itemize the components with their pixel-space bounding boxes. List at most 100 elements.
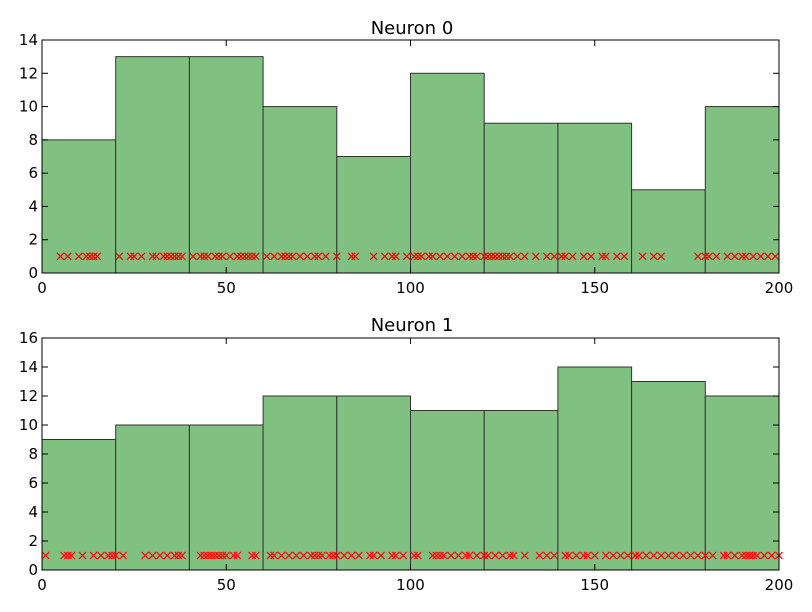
spike-marker <box>104 551 113 560</box>
neuron-0-histogram: Neuron 0 0 50 100 150 200 0 2 4 6 8 10 12 14 <box>19 18 793 297</box>
spike-marker <box>649 252 658 261</box>
spike-marker <box>749 551 758 560</box>
spike-marker <box>436 252 444 261</box>
histogram-bar <box>188 56 264 274</box>
spike-marker <box>148 252 157 261</box>
spike-marker <box>465 551 474 560</box>
spike-marker <box>284 252 293 261</box>
histogram-bar <box>631 381 706 571</box>
spike-marker <box>730 551 739 560</box>
spike-markers <box>56 252 780 261</box>
y-tick-label: 16 <box>19 329 38 347</box>
spike-marker <box>119 551 127 560</box>
spike-marker <box>649 551 658 560</box>
spike-marker <box>391 252 400 261</box>
spike-marker <box>413 252 422 261</box>
spike-marker <box>760 551 769 560</box>
spike-marker <box>218 252 227 261</box>
spike-marker <box>281 252 290 261</box>
spike-marker <box>402 252 411 261</box>
spike-marker <box>270 252 279 261</box>
spike-marker <box>465 252 474 261</box>
histogram-bar <box>262 395 338 571</box>
spike-marker <box>347 551 356 560</box>
spike-marker <box>41 551 50 560</box>
spike-marker <box>262 252 271 261</box>
spike-marker <box>531 252 540 261</box>
spike-marker <box>767 551 776 560</box>
spike-marker <box>214 551 223 560</box>
spike-marker <box>292 551 301 560</box>
spike-marker <box>78 551 87 560</box>
spike-marker <box>240 252 249 261</box>
spike-marker <box>557 252 566 261</box>
spike-marker <box>443 252 452 261</box>
x-tick-label: 100 <box>396 576 425 594</box>
spike-marker <box>483 551 492 560</box>
histogram-bar <box>557 366 633 571</box>
y-tick-label: 4 <box>28 503 38 521</box>
y-tick-label: 2 <box>28 532 38 550</box>
spike-marker <box>741 252 750 261</box>
y-tick-label: 14 <box>19 31 38 49</box>
spike-marker <box>701 252 710 261</box>
spike-marker <box>126 252 135 261</box>
spike-marker <box>705 252 713 261</box>
spike-marker <box>609 551 618 560</box>
spike-marker <box>487 252 496 261</box>
spike-marker <box>340 551 349 560</box>
spike-marker <box>244 252 253 261</box>
spike-marker <box>472 252 481 261</box>
spike-marker <box>108 551 116 560</box>
spike-marker <box>723 252 732 261</box>
spike-marker <box>520 551 529 560</box>
spike-marker <box>764 252 772 261</box>
y-tick-label: 0 <box>28 561 38 579</box>
histogram-bar <box>410 410 485 571</box>
spike-marker <box>612 252 621 261</box>
spike-marker <box>229 551 238 560</box>
spike-marker <box>167 252 175 261</box>
spike-marker <box>200 551 209 560</box>
spike-marker <box>712 252 721 261</box>
spike-marker <box>701 551 710 560</box>
spike-marker <box>623 551 632 560</box>
spike-marker <box>752 551 761 560</box>
spike-marker <box>89 551 98 560</box>
spike-marker <box>159 252 168 261</box>
spike-marker <box>498 252 507 261</box>
spike-marker <box>163 551 172 560</box>
spike-marker <box>369 252 378 261</box>
spike-marker <box>671 551 680 560</box>
spike-marker <box>542 252 551 261</box>
spike-marker <box>218 551 227 560</box>
spike-marker <box>203 551 212 560</box>
spike-marker <box>572 551 581 560</box>
spike-marker <box>196 551 205 560</box>
spike-marker <box>284 551 293 560</box>
spike-marker <box>399 551 408 560</box>
spike-marker <box>233 252 242 261</box>
y-tick-label: 6 <box>28 474 38 492</box>
spike-marker <box>664 551 673 560</box>
spike-marker <box>686 551 695 560</box>
spike-marker <box>74 252 83 261</box>
spike-marker <box>771 252 780 261</box>
spike-marker <box>579 551 588 560</box>
y-tick-label: 10 <box>19 98 38 116</box>
spike-marker <box>642 551 651 560</box>
spike-marker <box>310 551 319 560</box>
spike-marker <box>152 252 161 261</box>
spike-marker <box>447 551 455 560</box>
y-tick-label: 12 <box>19 387 38 405</box>
spike-marker <box>469 252 478 261</box>
x-tick-label: 150 <box>580 279 609 297</box>
x-axis: 0 50 100 150 200 <box>37 338 793 594</box>
histogram-bar <box>262 106 338 274</box>
spike-marker <box>377 551 385 560</box>
chart-title: Neuron 0 <box>371 18 454 39</box>
x-tick-label: 50 <box>217 279 236 297</box>
spike-marker <box>310 252 319 261</box>
spike-marker <box>233 551 242 560</box>
